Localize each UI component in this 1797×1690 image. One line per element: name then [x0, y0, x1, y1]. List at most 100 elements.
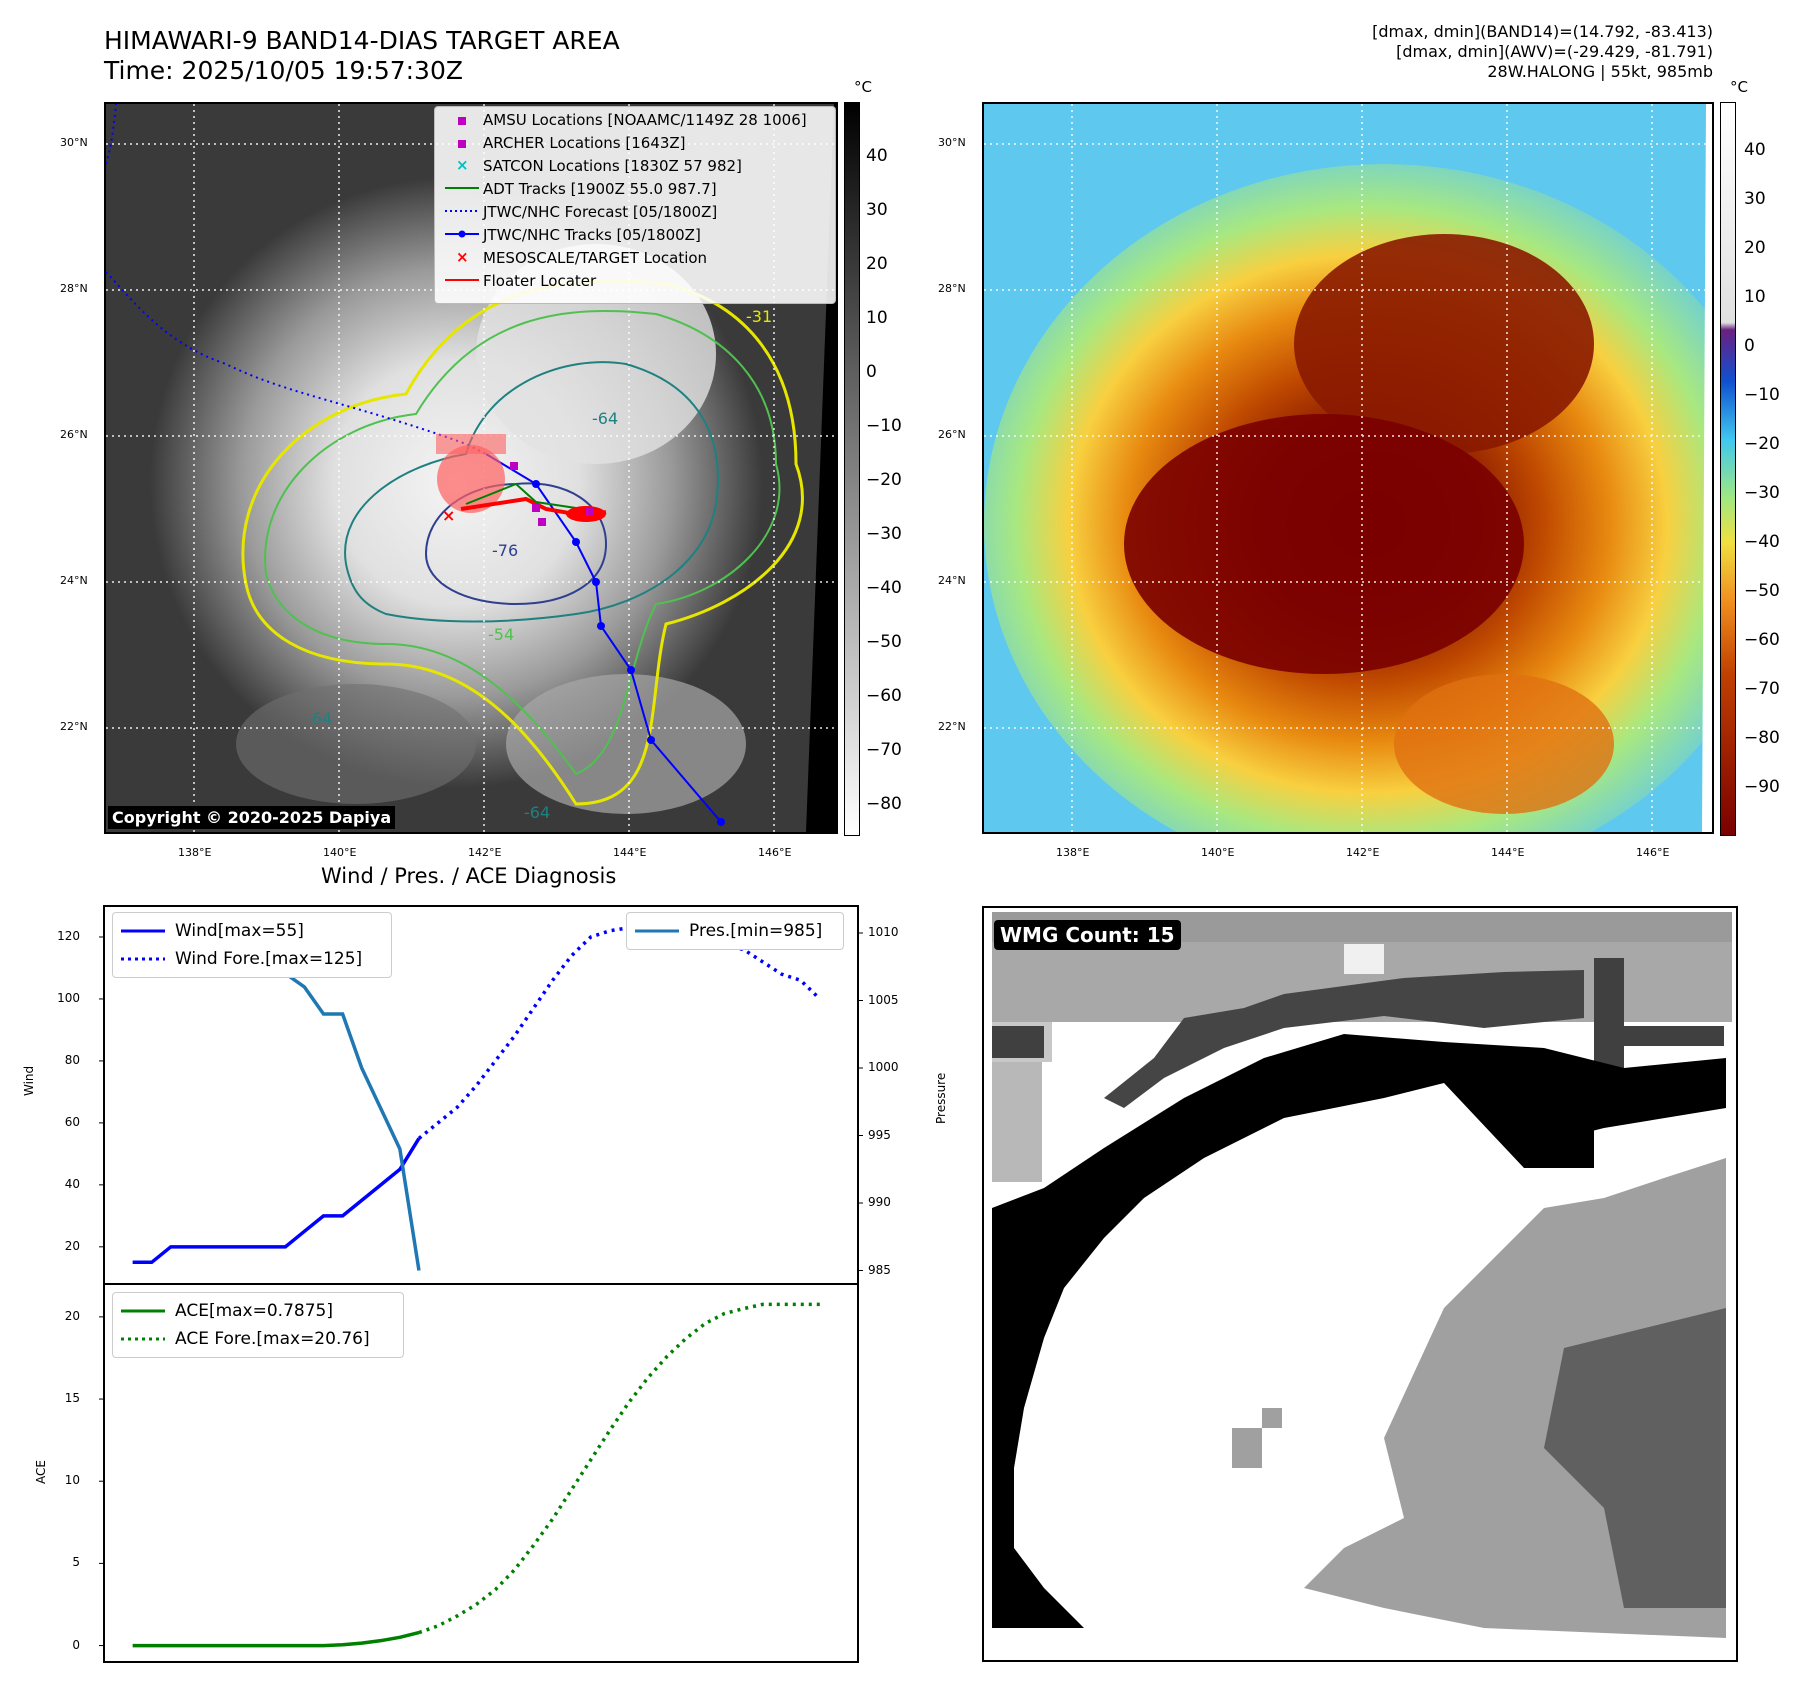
ir-color-map [982, 102, 1714, 834]
legend-ace: ACE[max=0.7875] [175, 1301, 333, 1321]
color-cb-tick: −70 [1744, 679, 1780, 699]
diag-title: Wind / Pres. / ACE Diagnosis [321, 864, 617, 888]
gray-colorbar-unit: °C [854, 78, 872, 96]
series-line-ace-fore- [418, 1302, 820, 1635]
pressure-tick-label: 1005 [868, 992, 899, 1007]
gray-cb-tick: 20 [866, 254, 888, 274]
ace-tick-label: 5 [72, 1555, 80, 1570]
lat-label: 30°N [938, 136, 966, 149]
color-cb-tick: −90 [1744, 777, 1780, 797]
legend-item: ADT Tracks [1900Z 55.0 987.7] [483, 180, 717, 198]
color-cb-tick: −10 [1744, 385, 1780, 405]
wind-tick-label: 100 [57, 990, 80, 1005]
wind-tick-label: 120 [57, 928, 80, 943]
lon-label: 138°E [1056, 846, 1090, 859]
ace-tick-label: 15 [64, 1391, 80, 1406]
legend-item: JTWC/NHC Tracks [05/1800Z] [483, 226, 701, 244]
copyright-badge: Copyright © 2020-2025 Dapiya [108, 806, 396, 829]
track-points [532, 480, 725, 826]
gray-cb-tick: −20 [866, 470, 902, 490]
legend-wind-fore: Wind Fore.[max=125] [175, 949, 363, 969]
pressure-axis-label: Pressure [934, 1072, 948, 1124]
wmg-count-badge: WMG Count: 15 [994, 920, 1181, 950]
lat-label: 24°N [938, 574, 966, 587]
lon-label: 142°E [468, 846, 502, 859]
lon-label: 138°E [178, 846, 212, 859]
svg-text:×: × [456, 156, 469, 174]
ace-axis-label: ACE [34, 1460, 48, 1484]
lat-label: 30°N [60, 136, 88, 149]
storm-meta: [dmax, dmin](BAND14)=(14.792, -83.413) [… [1372, 22, 1713, 82]
ace-tick-label: 0 [72, 1637, 80, 1652]
color-cb-tick: 10 [1744, 287, 1766, 307]
legend-item: ARCHER Locations [1643Z] [483, 134, 686, 152]
map-legend: × × AMSU Locations [NOAAMC/1149Z 28 1006… [434, 106, 836, 304]
pressure-legend: Pres.[min=985] [626, 912, 844, 950]
series-line-wind-fore- [417, 919, 822, 1140]
contour-label: -31 [746, 307, 772, 326]
lat-label: 24°N [60, 574, 88, 587]
lon-label: 146°E [1636, 846, 1670, 859]
color-cb-tick: 20 [1744, 238, 1766, 258]
pressure-tick-label: 990 [868, 1195, 891, 1209]
wind-axis-label: Wind [22, 1065, 36, 1096]
color-cb-tick: −60 [1744, 630, 1780, 650]
series-line-wind [132, 1137, 421, 1265]
lat-label: 26°N [60, 428, 88, 441]
wind-tick-label: 60 [64, 1114, 80, 1129]
color-colorbar [1720, 102, 1736, 836]
contour-label: -64 [306, 709, 332, 728]
color-cb-tick: −20 [1744, 434, 1780, 454]
title-line-1: HIMAWARI-9 BAND14-DIAS TARGET AREA [104, 26, 620, 55]
color-cb-tick: 40 [1744, 140, 1766, 160]
pressure-tick-label: 1000 [868, 1060, 899, 1074]
gray-cb-tick: 30 [866, 200, 888, 220]
color-cb-tick: −50 [1744, 581, 1780, 601]
gray-cb-tick: −70 [866, 740, 902, 760]
lon-label: 140°E [323, 846, 357, 859]
gray-cb-tick: −50 [866, 632, 902, 652]
color-cb-tick: −40 [1744, 532, 1780, 552]
legend-wind: Wind[max=55] [175, 921, 304, 941]
ace-tick-label: 20 [64, 1308, 80, 1323]
pressure-tick-label: 995 [868, 1127, 891, 1142]
title-line-2: Time: 2025/10/05 19:57:30Z [104, 56, 463, 85]
lon-label: 144°E [613, 846, 647, 859]
pressure-tick-label: 1010 [868, 925, 899, 939]
diag-chart [99, 905, 863, 1663]
color-cb-tick: −80 [1744, 728, 1780, 748]
gray-cb-tick: −40 [866, 578, 902, 598]
lon-label: 140°E [1201, 846, 1235, 859]
legend-pres: Pres.[min=985] [689, 921, 823, 941]
color-cb-tick: 30 [1744, 189, 1766, 209]
contour-label: -54 [488, 625, 514, 644]
legend-item: SATCON Locations [1830Z 57 982] [483, 157, 742, 175]
svg-text:×: × [456, 248, 469, 266]
lat-label: 28°N [60, 282, 88, 295]
color-colorbar-unit: °C [1730, 78, 1748, 96]
gray-cb-tick: 40 [866, 146, 888, 166]
wind-legend: Wind[max=55] Wind Fore.[max=125] [112, 912, 392, 978]
wmg-svg [984, 908, 1736, 1660]
gray-colorbar [844, 102, 860, 836]
lon-label: 142°E [1346, 846, 1380, 859]
ace-legend: ACE[max=0.7875] ACE Fore.[max=20.76] [112, 1292, 404, 1358]
lon-label: 146°E [758, 846, 792, 859]
gray-cb-tick: −60 [866, 686, 902, 706]
meta-line-1: [dmax, dmin](BAND14)=(14.792, -83.413) [1372, 22, 1713, 41]
contour-label: -64 [592, 409, 618, 428]
ir-grayscale-map: × -31 -64 -76 -54 -64 -64 × × AMSU Locat… [104, 102, 838, 834]
color-cb-tick: −30 [1744, 483, 1780, 503]
gray-cb-tick: −80 [866, 794, 902, 814]
contour-label: -64 [524, 803, 550, 822]
gray-cb-tick: −10 [866, 416, 902, 436]
legend-ace-fore: ACE Fore.[max=20.76] [175, 1329, 370, 1349]
gray-cb-tick: −30 [866, 524, 902, 544]
legend-item: JTWC/NHC Forecast [05/1800Z] [483, 203, 718, 221]
legend-item: MESOSCALE/TARGET Location [483, 249, 708, 267]
legend-markers: × × [445, 117, 479, 281]
lat-label: 22°N [60, 720, 88, 733]
wind-tick-label: 80 [64, 1052, 80, 1067]
wind-tick-label: 20 [64, 1238, 80, 1253]
ace-axes-frame [103, 1283, 859, 1663]
